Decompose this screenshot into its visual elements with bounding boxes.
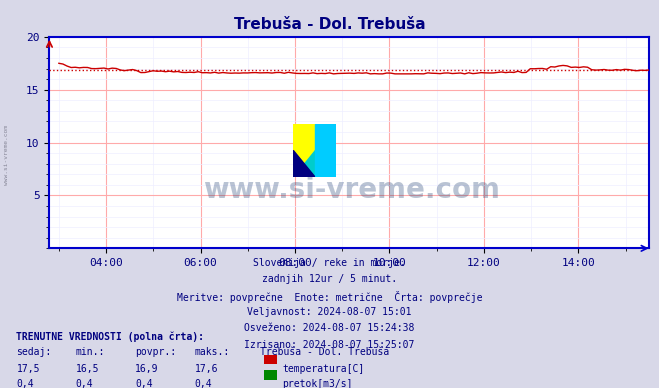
Text: temperatura[C]: temperatura[C] bbox=[282, 364, 364, 374]
Text: Slovenija / reke in morje.: Slovenija / reke in morje. bbox=[253, 258, 406, 268]
Text: Veljavnost: 2024-08-07 15:01: Veljavnost: 2024-08-07 15:01 bbox=[247, 307, 412, 317]
Text: min.:: min.: bbox=[76, 347, 105, 357]
Text: sedaj:: sedaj: bbox=[16, 347, 51, 357]
Polygon shape bbox=[293, 124, 336, 177]
Text: 16,9: 16,9 bbox=[135, 364, 159, 374]
Text: 17,6: 17,6 bbox=[194, 364, 218, 374]
Text: Meritve: povprečne  Enote: metrične  Črta: povprečje: Meritve: povprečne Enote: metrične Črta:… bbox=[177, 291, 482, 303]
Text: www.si-vreme.com: www.si-vreme.com bbox=[203, 176, 500, 204]
Text: 0,4: 0,4 bbox=[76, 379, 94, 388]
Text: www.si-vreme.com: www.si-vreme.com bbox=[4, 125, 9, 185]
Text: Izrisano: 2024-08-07 15:25:07: Izrisano: 2024-08-07 15:25:07 bbox=[244, 340, 415, 350]
Text: 16,5: 16,5 bbox=[76, 364, 100, 374]
Text: povpr.:: povpr.: bbox=[135, 347, 176, 357]
Text: maks.:: maks.: bbox=[194, 347, 229, 357]
Text: 0,4: 0,4 bbox=[194, 379, 212, 388]
Polygon shape bbox=[293, 150, 315, 177]
Text: Osveženo: 2024-08-07 15:24:38: Osveženo: 2024-08-07 15:24:38 bbox=[244, 323, 415, 333]
Text: Trebuša - Dol. Trebuša: Trebuša - Dol. Trebuša bbox=[260, 347, 389, 357]
Polygon shape bbox=[293, 124, 315, 150]
Text: Trebuša - Dol. Trebuša: Trebuša - Dol. Trebuša bbox=[234, 17, 425, 33]
Text: zadnjih 12ur / 5 minut.: zadnjih 12ur / 5 minut. bbox=[262, 274, 397, 284]
Polygon shape bbox=[293, 124, 336, 177]
Text: 17,5: 17,5 bbox=[16, 364, 40, 374]
Text: 0,4: 0,4 bbox=[16, 379, 34, 388]
Text: 0,4: 0,4 bbox=[135, 379, 153, 388]
Text: pretok[m3/s]: pretok[m3/s] bbox=[282, 379, 353, 388]
Polygon shape bbox=[315, 124, 336, 177]
Text: TRENUTNE VREDNOSTI (polna črta):: TRENUTNE VREDNOSTI (polna črta): bbox=[16, 332, 204, 342]
